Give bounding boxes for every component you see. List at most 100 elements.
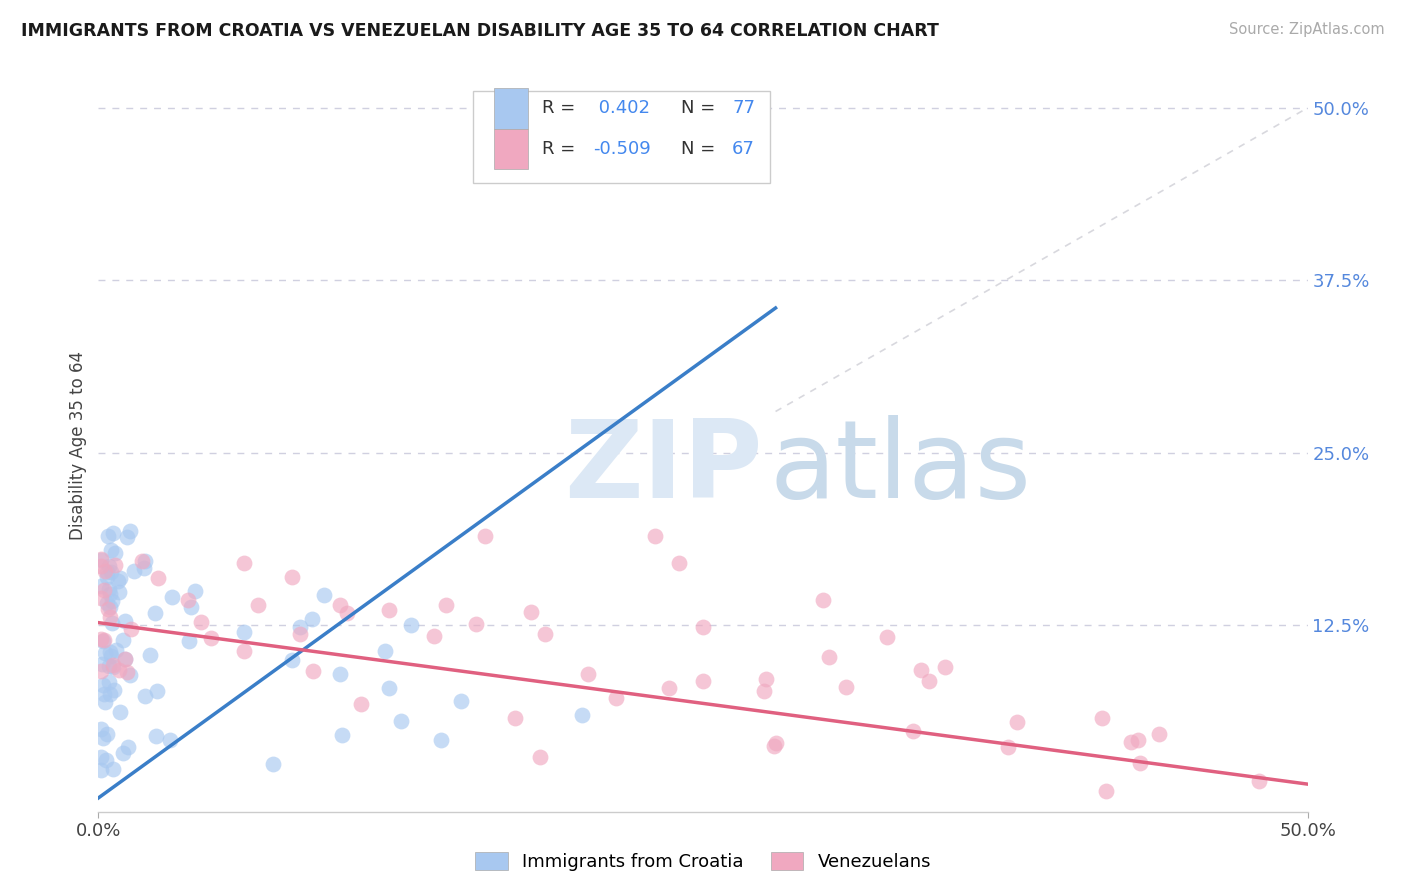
Point (100, 566, 122, 580)
Point (450, 694, 472, 708)
Text: IMMIGRANTS FROM CROATIA VS VENEZUELAN DISABILITY AGE 35 TO 64 CORRELATION CHART: IMMIGRANTS FROM CROATIA VS VENEZUELAN DI… (21, 22, 939, 40)
Point (232, 557, 254, 571)
Point (350, 697, 373, 711)
Point (90, 763, 112, 777)
Point (148, 571, 170, 585)
Point (100, 609, 122, 624)
Point (184, 583, 207, 598)
Point (90, 559, 112, 574)
Point (159, 733, 181, 747)
Point (281, 653, 304, 667)
Point (134, 561, 156, 575)
Point (100, 648, 122, 663)
Text: N =: N = (682, 140, 721, 158)
Point (302, 664, 325, 678)
Point (997, 739, 1019, 754)
Point (765, 736, 787, 750)
Point (101, 762, 124, 776)
Point (374, 644, 396, 658)
Point (93, 583, 115, 598)
Point (122, 565, 145, 579)
Point (576, 666, 599, 681)
Point (97, 659, 120, 673)
Point (910, 663, 932, 677)
Point (114, 651, 136, 665)
Point (1147, 727, 1170, 741)
Point (134, 554, 156, 568)
Point (876, 630, 898, 644)
Point (146, 684, 169, 698)
Point (811, 593, 834, 607)
Point (692, 673, 714, 688)
Point (520, 605, 543, 619)
Point (90, 664, 112, 678)
Point (90, 591, 112, 605)
Point (465, 617, 488, 632)
Point (752, 684, 775, 698)
Point (98, 645, 121, 659)
Point (120, 622, 142, 636)
Point (91, 633, 114, 648)
Point (97, 602, 120, 616)
Point (103, 525, 125, 540)
Point (98, 559, 121, 574)
Y-axis label: Disability Age 35 to 64: Disability Age 35 to 64 (69, 351, 87, 541)
Point (180, 600, 202, 615)
Point (1007, 714, 1029, 729)
Point (90, 579, 112, 593)
Point (1091, 711, 1114, 725)
FancyBboxPatch shape (494, 88, 527, 128)
Point (100, 542, 122, 557)
Text: R =: R = (543, 99, 581, 118)
Text: 67: 67 (733, 140, 755, 158)
Point (903, 724, 925, 739)
Point (835, 681, 858, 695)
Point (429, 733, 451, 747)
Point (101, 660, 124, 674)
Point (97, 528, 120, 542)
Point (110, 705, 132, 719)
Point (1128, 733, 1150, 747)
Point (91, 731, 114, 745)
Point (96, 727, 118, 741)
Point (94, 646, 117, 660)
Point (91, 657, 114, 671)
Point (423, 629, 446, 643)
Point (93, 678, 115, 692)
Point (96, 596, 118, 610)
Point (336, 606, 359, 620)
Text: ZIP: ZIP (564, 415, 762, 521)
Point (312, 588, 335, 602)
Point (145, 606, 167, 620)
Point (107, 663, 129, 677)
Point (104, 558, 127, 573)
Point (101, 616, 124, 631)
Point (246, 599, 269, 613)
Point (389, 714, 412, 728)
Point (90, 551, 112, 566)
Point (93, 695, 115, 709)
Point (529, 750, 551, 764)
Legend: Immigrants from Croatia, Venezuelans: Immigrants from Croatia, Venezuelans (468, 845, 938, 879)
Point (1095, 784, 1118, 798)
Point (107, 574, 129, 589)
Point (112, 633, 135, 648)
Point (115, 530, 138, 544)
Point (104, 546, 127, 560)
Point (177, 634, 200, 648)
Point (377, 681, 399, 695)
Text: R =: R = (543, 140, 581, 158)
Point (101, 593, 124, 607)
Point (934, 660, 956, 674)
Point (290, 620, 312, 634)
Point (114, 615, 136, 629)
Point (232, 625, 254, 640)
Point (90, 722, 112, 736)
Point (103, 682, 125, 697)
Point (90, 552, 112, 566)
Point (288, 627, 311, 641)
Point (281, 570, 304, 584)
Text: 77: 77 (733, 99, 755, 118)
Point (644, 529, 666, 543)
Point (118, 667, 141, 681)
